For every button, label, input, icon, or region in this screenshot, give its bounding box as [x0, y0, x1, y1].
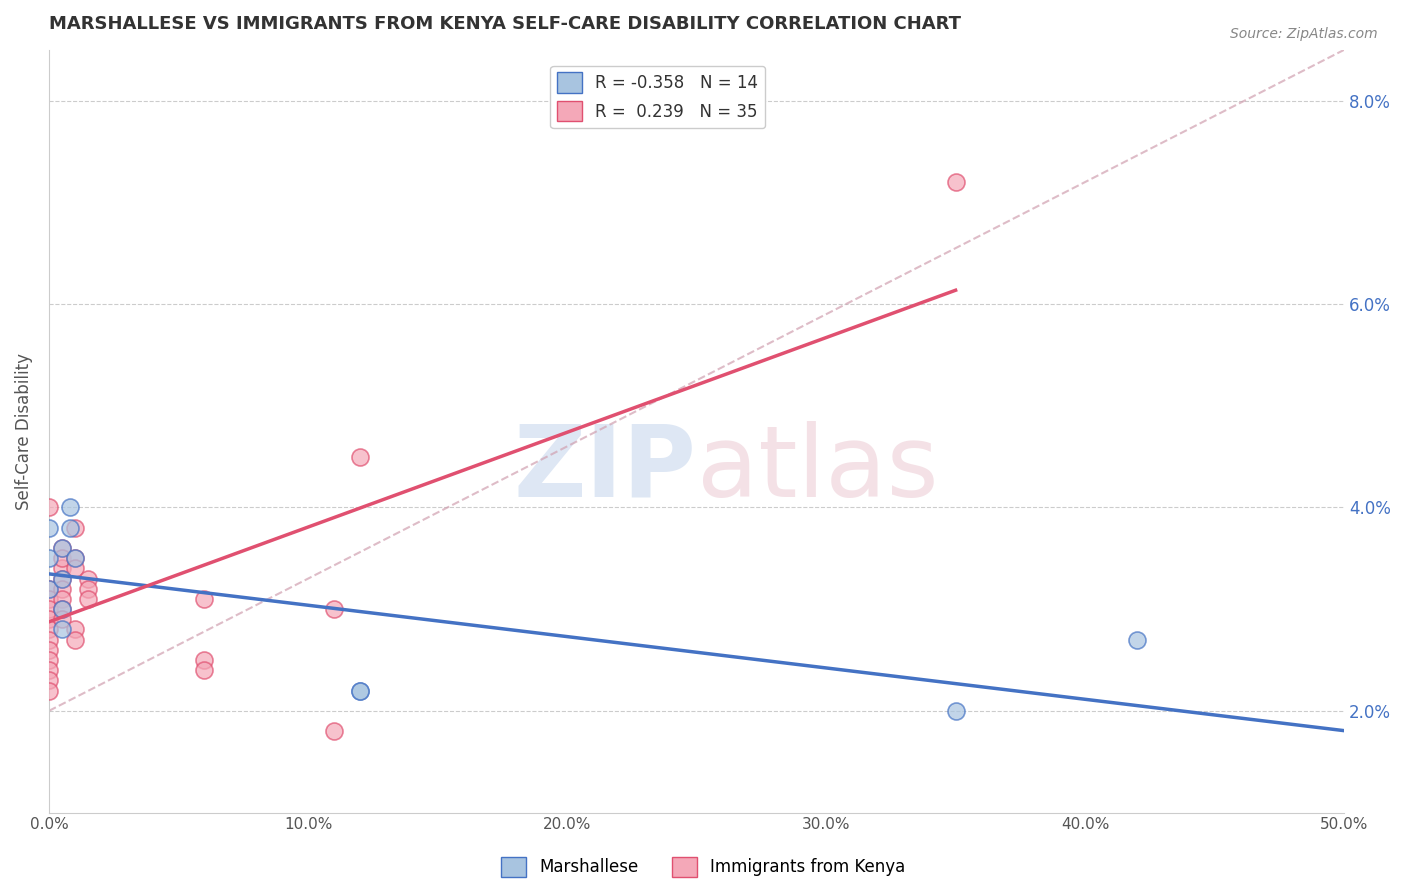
Point: [38, 592, 60, 607]
Point: [63, 551, 86, 566]
Point: [945, 175, 967, 189]
Point: [38, 582, 60, 596]
Point: [59, 500, 82, 515]
Text: Source: ZipAtlas.com: Source: ZipAtlas.com: [1230, 27, 1378, 41]
Point: [51, 572, 73, 586]
Point: [193, 663, 215, 677]
Point: [38, 551, 60, 566]
Point: [63, 551, 86, 566]
Legend: R = -0.358   N = 14, R =  0.239   N = 35: R = -0.358 N = 14, R = 0.239 N = 35: [550, 66, 765, 128]
Point: [193, 653, 215, 667]
Point: [38, 653, 60, 667]
Text: MARSHALLESE VS IMMIGRANTS FROM KENYA SELF-CARE DISABILITY CORRELATION CHART: MARSHALLESE VS IMMIGRANTS FROM KENYA SEL…: [49, 15, 960, 33]
Point: [322, 602, 344, 616]
Legend: Marshallese, Immigrants from Kenya: Marshallese, Immigrants from Kenya: [494, 850, 912, 884]
Point: [38, 623, 60, 637]
Point: [63, 561, 86, 575]
Point: [38, 612, 60, 626]
Point: [38, 632, 60, 647]
Point: [1126, 632, 1149, 647]
Point: [38, 582, 60, 596]
Point: [51, 612, 73, 626]
Text: ZIP: ZIP: [513, 421, 696, 518]
Point: [349, 683, 371, 698]
Point: [76, 582, 98, 596]
Text: atlas: atlas: [696, 421, 938, 518]
Point: [59, 521, 82, 535]
Point: [38, 521, 60, 535]
Point: [38, 663, 60, 677]
Point: [51, 541, 73, 556]
Point: [322, 724, 344, 739]
Point: [51, 582, 73, 596]
Y-axis label: Self-Care Disability: Self-Care Disability: [15, 352, 32, 509]
Point: [38, 673, 60, 688]
Point: [76, 572, 98, 586]
Point: [51, 561, 73, 575]
Point: [63, 623, 86, 637]
Point: [349, 683, 371, 698]
Point: [63, 632, 86, 647]
Point: [51, 541, 73, 556]
Point: [38, 643, 60, 657]
Point: [38, 683, 60, 698]
Point: [51, 602, 73, 616]
Point: [51, 551, 73, 566]
Point: [51, 623, 73, 637]
Point: [51, 572, 73, 586]
Point: [38, 602, 60, 616]
Point: [349, 450, 371, 464]
Point: [51, 602, 73, 616]
Point: [51, 592, 73, 607]
Point: [63, 521, 86, 535]
Point: [76, 592, 98, 607]
Point: [38, 500, 60, 515]
Point: [945, 704, 967, 718]
Point: [193, 592, 215, 607]
